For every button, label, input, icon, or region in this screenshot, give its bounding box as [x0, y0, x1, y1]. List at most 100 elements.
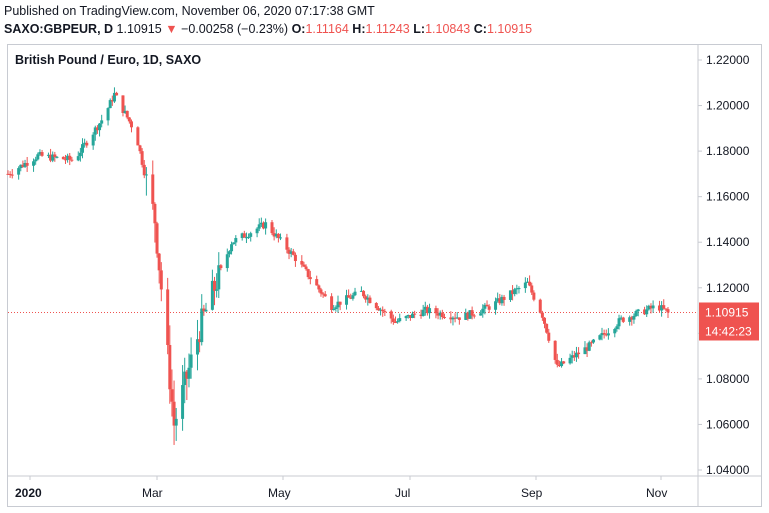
candle: [494, 297, 498, 315]
candle: [468, 310, 472, 319]
candle-body: [421, 309, 425, 317]
candle-body: [144, 174, 148, 176]
candle: [391, 314, 395, 325]
candle: [259, 217, 263, 227]
candle: [225, 248, 229, 272]
candle-body: [249, 233, 253, 237]
candle: [172, 380, 176, 445]
candle-body: [25, 162, 29, 166]
candle: [70, 156, 74, 163]
candle: [55, 155, 59, 159]
candle: [95, 125, 99, 134]
candle-body: [481, 308, 485, 314]
candle: [347, 289, 351, 298]
candle-body: [383, 311, 387, 313]
candle: [319, 287, 323, 297]
candle: [393, 316, 397, 324]
candle-body: [587, 342, 591, 351]
candle-body: [332, 308, 336, 310]
candle: [362, 290, 366, 299]
x-tick-label: Nov: [646, 486, 667, 500]
candle-body: [615, 326, 619, 329]
candle-body: [76, 156, 80, 161]
candle: [615, 324, 619, 332]
candle-body: [127, 117, 131, 122]
symbol-info-line: SAXO:GBPEUR, D 1.10915 ▼ −0.00258 (−0.23…: [4, 22, 532, 36]
chart-frame[interactable]: [7, 44, 762, 507]
candle-body: [545, 323, 549, 333]
candle-body: [657, 305, 661, 311]
candle: [436, 308, 440, 320]
candle: [570, 350, 574, 364]
candle: [483, 302, 487, 315]
candle-body: [632, 315, 636, 320]
candle: [398, 313, 402, 323]
candle: [660, 301, 664, 317]
candle: [413, 310, 417, 319]
candle-body: [517, 288, 521, 290]
candle: [53, 151, 57, 162]
candle-body: [259, 222, 263, 225]
candle-body: [530, 285, 534, 293]
candle: [285, 233, 289, 254]
candle-body: [606, 333, 610, 336]
candle: [127, 117, 131, 124]
candle-body: [423, 306, 427, 310]
candle-body: [351, 295, 355, 299]
candle-body: [78, 152, 82, 157]
candle-body: [121, 95, 125, 113]
candle-body: [572, 355, 576, 358]
countdown-badge-text: 14:42:23: [705, 324, 752, 338]
candle-body: [183, 371, 187, 386]
candle: [442, 313, 446, 319]
candle-body: [98, 123, 102, 131]
candle-body: [513, 289, 517, 295]
candle: [643, 306, 647, 315]
candle-body: [115, 92, 119, 96]
candle-body: [125, 110, 129, 118]
candle-body: [306, 269, 310, 278]
candle: [572, 351, 576, 361]
candle-body: [613, 328, 617, 334]
candle-body: [440, 312, 444, 318]
candle: [376, 306, 380, 311]
candle-body: [585, 347, 589, 351]
candle-body: [647, 305, 651, 310]
candle-body: [468, 310, 472, 319]
candle-body: [483, 304, 487, 309]
close-value: 1.10915: [486, 22, 533, 36]
candle-body: [110, 100, 114, 102]
candle-body: [598, 335, 602, 340]
candle-body: [51, 154, 55, 161]
candle: [485, 300, 489, 307]
candle: [217, 252, 221, 299]
candle-body: [411, 313, 415, 318]
candle: [123, 105, 127, 114]
candle: [300, 255, 304, 268]
candle-body: [470, 310, 474, 316]
candle-body: [364, 296, 368, 300]
candle-body: [242, 233, 246, 238]
candle: [457, 317, 461, 325]
candle-body: [455, 317, 459, 319]
candle-body: [53, 154, 57, 157]
low-label: L:: [413, 22, 426, 36]
candle: [338, 301, 342, 311]
candle: [51, 151, 55, 163]
candle-body: [619, 317, 623, 319]
candle-body: [227, 251, 231, 255]
candle-body: [391, 318, 395, 323]
candle-body: [389, 311, 393, 319]
candle: [200, 294, 204, 346]
candle: [574, 346, 578, 362]
candle: [543, 317, 547, 329]
down-arrow-icon: ▼: [165, 22, 178, 36]
candle: [125, 110, 129, 120]
candle-body: [83, 142, 87, 145]
candle-body: [334, 307, 338, 309]
candle: [451, 316, 455, 326]
candle-body: [574, 352, 578, 358]
candle: [264, 218, 268, 235]
candle: [34, 156, 38, 165]
